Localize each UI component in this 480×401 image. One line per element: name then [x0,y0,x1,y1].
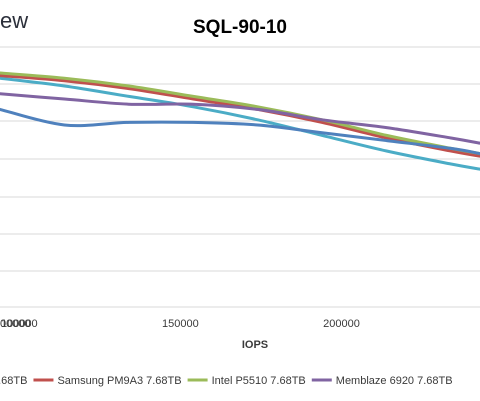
legend-label: Intel P5510 7.68TB [212,375,306,387]
series-line-memblaze-6920-7-68tb [0,92,480,145]
chart-title: SQL-90-10 [193,17,287,38]
legend-label: Samsung PM9A3 7.68TB [57,375,181,387]
series-lines [0,71,480,171]
legend-label: Memblaze 6920 7.68TB [336,375,453,387]
x-axis-label: IOPS [242,339,268,351]
legend: 7.68TB Samsung PM9A3 7.68TB Intel P5510 7.… [0,375,453,387]
x-tick-label: 00000 [0,318,31,330]
grid-lines [0,46,480,308]
x-tick-label: 200000 [323,318,360,330]
legend-label: 7.68TB [0,375,27,387]
series-line-7-68tb [0,76,480,171]
x-tick-label: 150000 [162,318,199,330]
series-line-intel-p5510-7-68tb [0,71,480,156]
brand-logo: ew [0,8,28,33]
series-line-series-navy [0,107,480,156]
x-tick-label: 100000 [1,318,38,330]
